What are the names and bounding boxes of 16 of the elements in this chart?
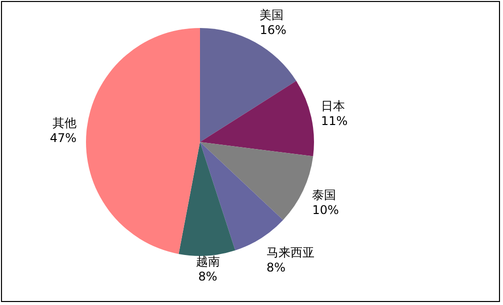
slice-label: 日本 [321, 98, 346, 113]
pie-slice [200, 80, 314, 156]
slice-label: 其他 [52, 116, 77, 130]
pie-slice [86, 28, 200, 254]
slice-label: 泰国 [312, 188, 336, 202]
slice-label: 马来西亚 [266, 246, 314, 260]
data-label: 47% [50, 131, 77, 146]
data-label: 8% [198, 270, 218, 284]
slice-label: 美国 [260, 8, 284, 22]
slice-label: 越南 [196, 254, 220, 269]
data-label: 10% [312, 202, 339, 217]
data-label: 8% [266, 260, 286, 275]
data-label: 16% [260, 23, 286, 38]
pie-slice [178, 142, 236, 256]
pie-slice [200, 142, 314, 220]
data-label: 11% [321, 114, 348, 128]
